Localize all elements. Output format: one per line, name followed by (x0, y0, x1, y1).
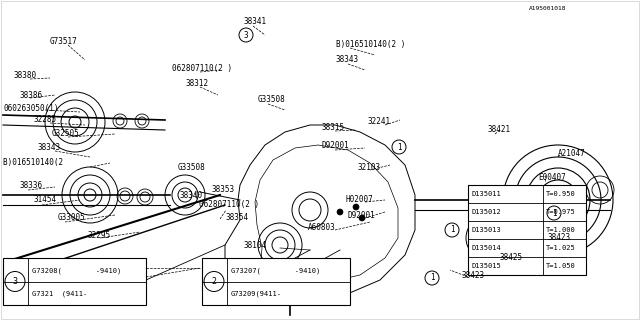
Text: 32103: 32103 (358, 163, 381, 172)
Text: 38354: 38354 (226, 213, 249, 222)
Text: 3: 3 (13, 277, 17, 286)
Text: 1: 1 (429, 274, 435, 283)
Text: 38340: 38340 (180, 190, 203, 199)
Circle shape (359, 215, 365, 221)
Text: 32285: 32285 (33, 116, 56, 124)
Text: 38423: 38423 (462, 270, 485, 279)
Text: E00407: E00407 (538, 173, 566, 182)
Text: T=0.975: T=0.975 (546, 209, 576, 215)
Text: D135012: D135012 (471, 209, 500, 215)
Text: D135014: D135014 (471, 245, 500, 251)
Text: 062807110(2 ): 062807110(2 ) (199, 199, 259, 209)
Text: D135011: D135011 (471, 191, 500, 197)
Text: 32241: 32241 (368, 117, 391, 126)
Text: A195001018: A195001018 (529, 6, 566, 12)
Text: A21047: A21047 (558, 148, 586, 157)
Circle shape (353, 204, 359, 210)
Bar (468, 185, 586, 275)
Text: 38315: 38315 (321, 123, 344, 132)
Text: G73209(9411-: G73209(9411- (231, 291, 282, 298)
Text: 1: 1 (450, 226, 454, 235)
Text: 2: 2 (211, 277, 216, 286)
Text: B)016510140(2: B)016510140(2 (3, 158, 68, 167)
Text: G32505: G32505 (52, 129, 80, 138)
Text: G7321  (9411-: G7321 (9411- (32, 291, 87, 298)
Text: D92001: D92001 (321, 141, 349, 150)
Text: G73207(        -9410): G73207( -9410) (231, 268, 320, 274)
Text: 060263050(1): 060263050(1) (3, 103, 58, 113)
Text: 38343: 38343 (335, 55, 358, 65)
Text: 1: 1 (397, 142, 401, 151)
Text: 38341: 38341 (243, 18, 266, 27)
Text: 062807110(2 ): 062807110(2 ) (172, 63, 232, 73)
Text: T=1.025: T=1.025 (546, 245, 576, 251)
Text: 38312: 38312 (186, 78, 209, 87)
Text: 38386: 38386 (19, 91, 42, 100)
Text: 38343: 38343 (38, 143, 61, 153)
Text: D92001: D92001 (348, 211, 376, 220)
Text: G33005: G33005 (58, 213, 86, 222)
Text: 38104: 38104 (243, 241, 266, 250)
Text: 1: 1 (552, 209, 556, 218)
Text: 38421: 38421 (487, 125, 510, 134)
Text: G73517: G73517 (50, 37, 77, 46)
Text: D135013: D135013 (471, 227, 500, 233)
Text: 38353: 38353 (212, 186, 235, 195)
Text: T=1.000: T=1.000 (546, 227, 576, 233)
Circle shape (337, 209, 343, 215)
Text: G33508: G33508 (178, 164, 205, 172)
Text: T=1.050: T=1.050 (546, 263, 576, 269)
Bar (3, 258, 146, 305)
Text: G33508: G33508 (258, 95, 285, 105)
Text: H02007: H02007 (346, 196, 374, 204)
Text: B)016510140(2 ): B)016510140(2 ) (336, 41, 405, 50)
Text: A60803: A60803 (308, 223, 336, 233)
Text: 38425: 38425 (500, 253, 523, 262)
Text: 38380: 38380 (14, 71, 37, 81)
Text: 32295: 32295 (88, 230, 111, 239)
Text: G73208(        -9410): G73208( -9410) (32, 268, 121, 274)
Text: D135015: D135015 (471, 263, 500, 269)
Text: 38423: 38423 (548, 233, 571, 242)
Text: 31454: 31454 (33, 196, 56, 204)
Text: T=0.950: T=0.950 (546, 191, 576, 197)
Text: 3: 3 (244, 30, 248, 39)
Text: 38336: 38336 (19, 181, 42, 190)
Bar (202, 258, 350, 305)
